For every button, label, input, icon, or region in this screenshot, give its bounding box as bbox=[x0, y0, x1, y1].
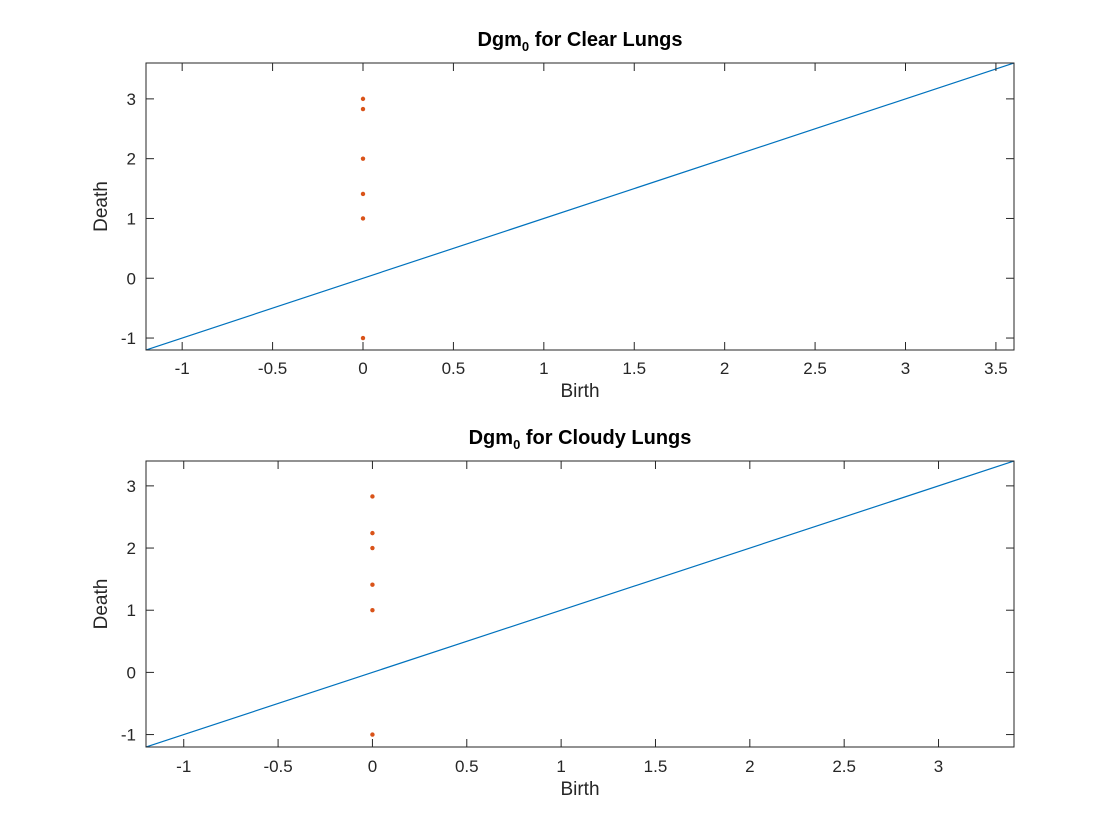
data-point bbox=[360, 156, 366, 161]
x-tick-label: 0 bbox=[358, 359, 367, 378]
x-tick-label: 1 bbox=[556, 757, 565, 776]
x-tick-label: 1.5 bbox=[622, 359, 646, 378]
data-point bbox=[360, 216, 366, 221]
x-tick-label: -0.5 bbox=[258, 359, 287, 378]
title-rest: for Cloudy Lungs bbox=[520, 427, 691, 449]
x-tick-label: 2.5 bbox=[803, 359, 827, 378]
y-tick-label: 2 bbox=[127, 150, 136, 169]
data-point bbox=[360, 335, 366, 341]
y-tick-label: 0 bbox=[127, 663, 136, 682]
data-point bbox=[360, 106, 366, 112]
title-subscript: 0 bbox=[522, 39, 529, 54]
x-tick-label: 3.5 bbox=[984, 359, 1008, 378]
chart-title: Dgm0 for Clear Lungs bbox=[477, 29, 682, 54]
y-tick-label: 3 bbox=[127, 90, 136, 109]
x-axis-label: Birth bbox=[560, 381, 599, 402]
title-subscript: 0 bbox=[513, 437, 520, 452]
x-tick-label: 0 bbox=[368, 757, 377, 776]
y-tick-label: 3 bbox=[127, 477, 136, 496]
data-point bbox=[370, 530, 375, 536]
data-point bbox=[360, 191, 366, 197]
x-tick-label: 3 bbox=[901, 359, 910, 378]
data-point bbox=[370, 732, 375, 737]
title-main: Dgm bbox=[477, 29, 521, 51]
diagonal-line bbox=[146, 63, 1014, 350]
plot-frame bbox=[145, 62, 1015, 351]
y-axis-label: Death bbox=[91, 579, 112, 630]
x-tick-label: 0.5 bbox=[455, 757, 479, 776]
plot-frame bbox=[145, 460, 1015, 748]
title-main: Dgm bbox=[469, 427, 513, 449]
title-rest: for Clear Lungs bbox=[529, 29, 682, 51]
y-tick-label: -1 bbox=[121, 329, 136, 348]
data-point bbox=[370, 545, 375, 551]
x-tick-label: 3 bbox=[934, 757, 943, 776]
chart-title: Dgm0 for Cloudy Lungs bbox=[469, 427, 692, 452]
x-tick-label: -1 bbox=[175, 359, 190, 378]
x-tick-label: -1 bbox=[176, 757, 191, 776]
x-tick-label: 1.5 bbox=[644, 757, 668, 776]
x-tick-label: -0.5 bbox=[263, 757, 292, 776]
data-point bbox=[370, 494, 375, 499]
y-tick-label: 2 bbox=[127, 539, 136, 558]
data-point bbox=[360, 96, 366, 102]
x-tick-label: 2 bbox=[720, 359, 729, 378]
chart-cloudy-lungs: Dgm0 for Cloudy Lungs-1 -0.5 0 0.5 1 1.5 2 2.5 3… bbox=[91, 427, 1015, 800]
x-tick-label: 2 bbox=[745, 757, 754, 776]
y-tick-label: -1 bbox=[121, 726, 136, 745]
x-tick-label: 0.5 bbox=[442, 359, 466, 378]
y-tick-label: 0 bbox=[127, 269, 136, 288]
y-tick-label: 1 bbox=[127, 209, 136, 228]
data-point bbox=[370, 582, 375, 587]
chart-clear-lungs: Dgm0 for Clear Lungs-1 -0.5 0 0.5 1 1.5 2 2.5 3 3… bbox=[91, 29, 1015, 402]
diagonal-line bbox=[146, 461, 1014, 747]
x-tick-label: 2.5 bbox=[832, 757, 856, 776]
x-axis-label: Birth bbox=[560, 779, 599, 800]
x-tick-label: 1 bbox=[539, 359, 548, 378]
data-point bbox=[370, 608, 375, 613]
y-axis-label: Death bbox=[91, 181, 112, 232]
y-tick-label: 1 bbox=[127, 601, 136, 620]
